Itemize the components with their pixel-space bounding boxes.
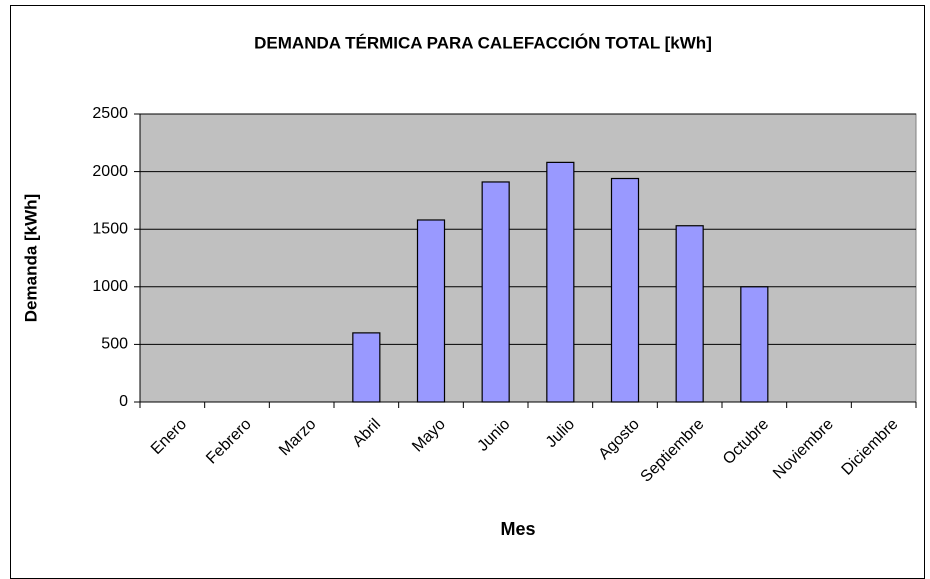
bar <box>610 177 640 403</box>
y-tick-label: 1500 <box>92 220 128 237</box>
bar <box>481 181 510 403</box>
bar <box>740 286 769 403</box>
plot-area <box>139 113 917 403</box>
y-tick-label: 0 <box>119 393 128 410</box>
bar <box>416 219 446 403</box>
y-tick-label: 2500 <box>92 105 128 122</box>
y-tick-label: 1000 <box>92 278 128 295</box>
x-axis-label: Mes <box>500 519 535 539</box>
bar <box>352 332 381 403</box>
y-tick-label: 2000 <box>92 163 128 180</box>
bar <box>675 225 704 403</box>
y-tick-label: 500 <box>101 336 128 353</box>
bar <box>546 161 575 403</box>
chart-title: DEMANDA TÉRMICA PARA CALEFACCIÓN TOTAL [… <box>254 33 712 52</box>
y-axis-label: Demanda [kWh] <box>21 194 40 322</box>
